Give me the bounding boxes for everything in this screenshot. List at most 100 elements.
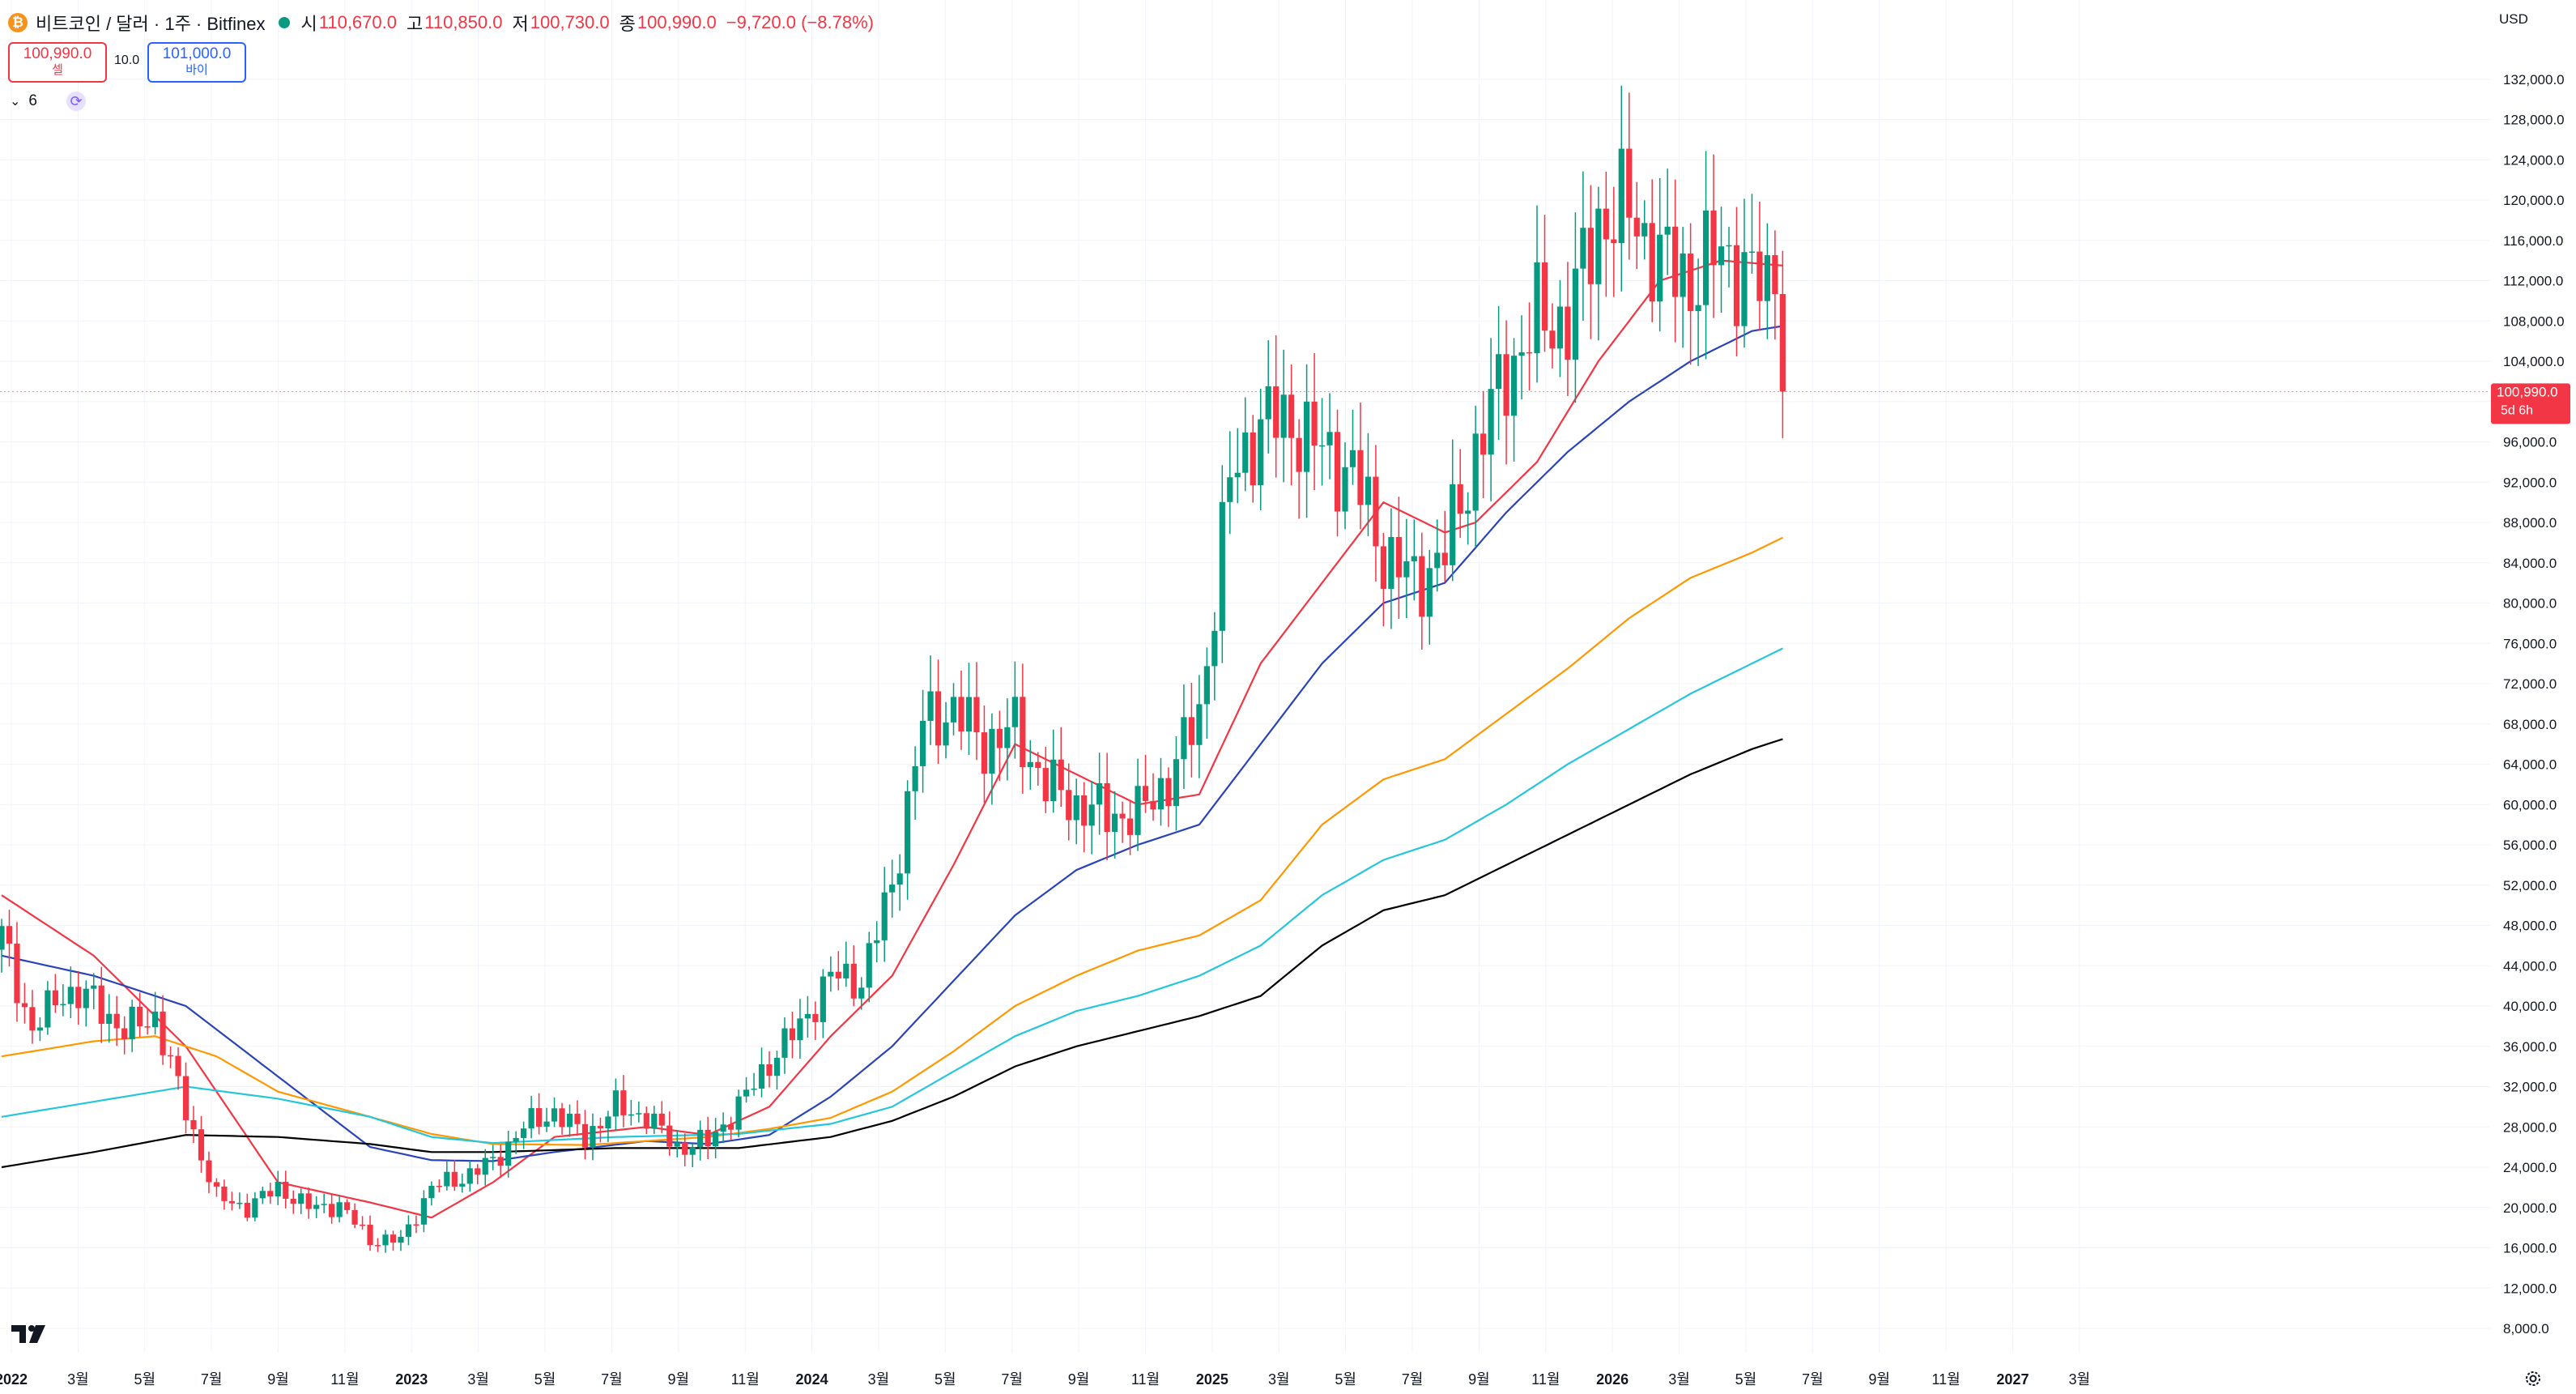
currency-selector[interactable]: USD <box>2499 11 2528 27</box>
y-tick-label: 52,000.0 <box>2503 878 2557 893</box>
x-tick-label: 3월 <box>2069 1371 2091 1388</box>
candle-body <box>536 1108 543 1127</box>
candle-body <box>1633 217 1640 237</box>
x-tick-label: 7월 <box>201 1371 223 1388</box>
time-axis[interactable]: 2022 3월 5월 7월 9월 11월 2023 3월 5월 7월 9월 11월 2024 3월 5월 7월… <box>0 1371 2090 1388</box>
candle-body <box>781 1028 788 1058</box>
candle-body <box>21 1003 28 1008</box>
candle-body <box>1311 401 1318 446</box>
candle-body <box>259 1191 266 1199</box>
candle-body <box>1020 697 1026 768</box>
candle-body <box>0 926 5 950</box>
candle-body <box>1296 437 1302 472</box>
x-tick-label: 7월 <box>1001 1371 1023 1388</box>
refresh-icon[interactable]: ⟳ <box>66 92 86 111</box>
candle-body <box>566 1113 573 1128</box>
y-tick-label: 68,000.0 <box>2503 717 2557 732</box>
low-label: 저 <box>512 14 529 34</box>
candle-body <box>36 1027 43 1031</box>
sell-button[interactable]: 100,990.0 셀 <box>8 42 107 83</box>
x-tick-label: 3월 <box>1268 1371 1290 1388</box>
price-axis[interactable]: 8,000.0 12,000.0 16,000.0 20,000.0 24,000.0 2… <box>2503 72 2565 1336</box>
candle-body <box>1126 818 1134 835</box>
symbol-header: ₿ 비트코인 / 달러 · 1주 · Bitfinex 시 110,670.0 … <box>8 8 884 37</box>
ma-100-line <box>1 536 1783 1146</box>
candle-body <box>1611 239 1617 244</box>
candle-body <box>581 1123 589 1148</box>
symbol-title[interactable]: 비트코인 / 달러 · 1주 · Bitfinex <box>36 14 266 34</box>
x-tick-label: 7월 <box>1402 1371 1424 1388</box>
tradingview-logo-icon[interactable] <box>11 1325 49 1343</box>
candle-body <box>881 892 888 940</box>
candle-body <box>1173 759 1180 807</box>
y-tick-label: 48,000.0 <box>2503 919 2557 934</box>
ma-200-line <box>1 738 1783 1169</box>
candle-body <box>551 1108 558 1122</box>
bar-countdown: 5d 6h <box>2501 403 2533 417</box>
candle-body <box>1618 148 1624 244</box>
candle-body <box>559 1108 565 1128</box>
candle-body <box>1657 234 1663 302</box>
candle-body <box>1035 761 1041 769</box>
candle-body <box>1465 510 1471 514</box>
settings-gear-icon[interactable] <box>2523 1369 2543 1388</box>
candle-body <box>973 697 980 733</box>
bitcoin-icon: ₿ <box>8 13 28 32</box>
x-tick-label: 2022 <box>0 1371 28 1388</box>
x-tick-label: 9월 <box>1468 1371 1490 1388</box>
moving-averages <box>1 259 1783 1219</box>
candle-body <box>1011 697 1018 727</box>
candle-body <box>720 1124 726 1132</box>
buy-button[interactable]: 101,000.0 바이 <box>147 42 246 83</box>
candle-body <box>636 1113 642 1115</box>
x-tick-label: 2024 <box>796 1371 828 1388</box>
candle-body <box>789 1028 796 1041</box>
y-tick-label: 84,000.0 <box>2503 556 2557 571</box>
y-tick-label: 44,000.0 <box>2503 958 2557 974</box>
y-tick-label: 72,000.0 <box>2503 676 2557 692</box>
indicators-toggle[interactable]: ⌄ 6 <box>10 92 37 110</box>
x-tick-label: 3월 <box>67 1371 89 1388</box>
candle-body <box>812 1013 819 1022</box>
candle-body <box>1726 245 1732 247</box>
sell-price: 100,990.0 <box>23 45 92 62</box>
candle-body <box>152 1011 159 1028</box>
candle-body <box>1365 476 1372 505</box>
candle-body <box>1710 210 1717 266</box>
candle-body <box>850 963 857 999</box>
candle-body <box>874 940 880 944</box>
candle-body <box>1411 556 1417 561</box>
candle-body <box>1556 306 1564 349</box>
candle-body <box>1250 432 1256 486</box>
candle-body <box>1718 246 1725 266</box>
candle-body <box>113 1013 120 1029</box>
x-tick-label: 2027 <box>1996 1371 2029 1388</box>
candle-body <box>758 1064 765 1089</box>
candle-body <box>1050 759 1057 802</box>
candle-body <box>1088 804 1095 826</box>
x-tick-label: 9월 <box>1068 1371 1090 1388</box>
candle-body <box>1772 255 1778 295</box>
ma-20-line <box>1 259 1783 1219</box>
y-tick-label: 76,000.0 <box>2503 636 2557 651</box>
candle-body <box>905 791 911 874</box>
candle-body <box>459 1183 466 1187</box>
candle-body <box>1273 386 1279 438</box>
candle-body <box>1165 778 1172 807</box>
candle-body <box>329 1204 335 1217</box>
candle-body <box>1702 210 1710 305</box>
x-tick-label: 11월 <box>1931 1371 1960 1388</box>
candle-body <box>920 721 926 766</box>
candle-body <box>1603 208 1609 240</box>
candle-body <box>1058 759 1064 791</box>
y-tick-label: 16,000.0 <box>2503 1241 2557 1256</box>
candle-body <box>689 1147 696 1155</box>
candle-body <box>466 1168 473 1184</box>
buy-label: 바이 <box>185 63 208 77</box>
candle-body <box>1234 472 1241 478</box>
candle-body <box>1104 782 1110 833</box>
y-tick-label: 60,000.0 <box>2503 797 2557 812</box>
candle-body <box>144 1026 151 1028</box>
candle-body <box>1472 433 1479 511</box>
